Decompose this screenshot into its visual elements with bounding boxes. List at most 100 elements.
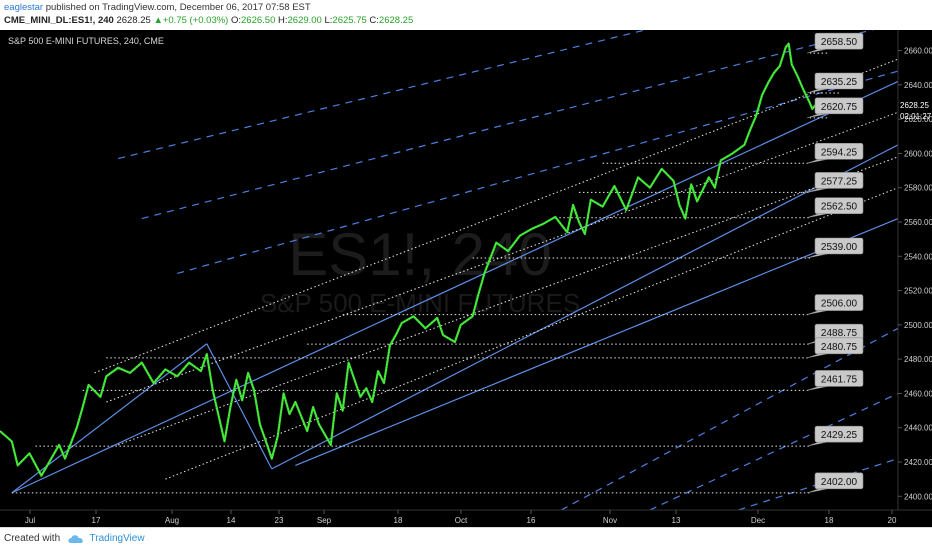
x-tick-label-4: 23 <box>275 516 284 525</box>
level-tag-2: 2620.75 <box>806 97 864 119</box>
close-label: C: <box>369 15 379 26</box>
y-tick-label-8: 2560.00 <box>904 218 932 227</box>
price-series <box>0 42 817 477</box>
level-tag-box-3 <box>814 142 864 160</box>
level-tag-label-1: 2635.25 <box>821 77 858 88</box>
level-tag-box-5 <box>814 197 864 215</box>
level-tag-label-0: 2658.50 <box>821 37 858 48</box>
symbol-watermark: ES1!, 240 S&P 500 E-MINI FUTURES <box>260 221 580 318</box>
current-price-label: 2628.25 <box>900 101 929 110</box>
y-tick-label-11: 2620.00 <box>904 115 932 124</box>
level-tags: 2658.50 2635.25 2620.75 2594.25 2577.25 2562.… <box>806 32 864 494</box>
level-tag-11: 2429.25 <box>806 425 864 447</box>
watermark-symbol: ES1!, 240 <box>288 221 552 288</box>
chart-title: S&P 500 E-MINI FUTURES, 240, CME <box>8 36 164 46</box>
high-value: 2629.00 <box>287 15 322 26</box>
level-tag-label-11: 2429.25 <box>821 430 858 441</box>
footer: Created with TradingView <box>0 527 932 551</box>
level-tag-box-7 <box>814 294 864 311</box>
price-chart[interactable]: ES1!, 240 S&P 500 E-MINI FUTURES S&P 500… <box>0 30 932 527</box>
tradingview-cloud-icon <box>68 535 83 543</box>
channel-line-9 <box>649 392 899 511</box>
x-tick-label-8: 16 <box>527 516 536 525</box>
level-tag-1: 2635.25 <box>806 72 864 94</box>
y-tick-label-5: 2500.00 <box>904 321 932 330</box>
y-tick-label-3: 2460.00 <box>904 389 932 398</box>
publish-info: published on TradingView.com, December 0… <box>45 2 311 13</box>
tradingview-brand[interactable]: TradingView <box>89 533 145 545</box>
x-tick-label-5: Sep <box>317 516 332 525</box>
level-tag-12: 2402.00 <box>806 472 864 494</box>
level-tag-6: 2539.00 <box>806 237 864 259</box>
level-tag-4: 2577.25 <box>806 172 864 193</box>
x-tick-label-12: 18 <box>825 516 834 525</box>
level-tag-box-12 <box>814 472 864 490</box>
channel-line-8 <box>560 327 899 511</box>
y-tick-label-6: 2520.00 <box>904 287 932 296</box>
level-tag-box-10 <box>814 370 864 387</box>
level-tag-label-5: 2562.50 <box>821 202 858 213</box>
high-label: H: <box>278 15 288 26</box>
level-tag-box-4 <box>814 172 864 189</box>
y-axis[interactable]: 2400.00 2420.00 2440.00 2460.00 2480.00 2500.… <box>897 30 932 510</box>
level-tag-10: 2461.75 <box>806 370 864 391</box>
channel-line-4 <box>206 343 273 470</box>
channel-line-12 <box>106 111 899 403</box>
x-tick-label-10: 13 <box>672 516 681 525</box>
level-tag-box-9 <box>814 337 864 355</box>
level-tag-box-0 <box>814 32 864 50</box>
x-tick-label-2: Aug <box>165 516 179 525</box>
publish-line: eaglestar published on TradingView.com, … <box>4 2 311 13</box>
publish-header: eaglestar published on TradingView.com, … <box>0 0 932 30</box>
level-tag-7: 2506.00 <box>806 294 864 315</box>
created-with-text: Created with <box>4 533 61 545</box>
y-tick-label-9: 2580.00 <box>904 184 932 193</box>
level-tag-label-4: 2577.25 <box>821 176 858 187</box>
level-tag-label-9: 2480.75 <box>821 342 858 353</box>
last-price: 2628.25 <box>116 15 151 26</box>
countdown-label: 02:01:27 <box>900 112 932 121</box>
price-candle-texture <box>0 43 816 477</box>
y-tick-label-4: 2480.00 <box>904 355 932 364</box>
y-tick-label-13: 2660.00 <box>904 47 932 56</box>
level-tag-box-2 <box>814 97 864 115</box>
x-tick-label-6: 18 <box>394 516 403 525</box>
author-link[interactable]: eaglestar <box>4 2 44 13</box>
channel-line-14 <box>165 187 899 480</box>
up-arrow-icon: ▲ <box>153 15 163 26</box>
level-tag-0: 2658.50 <box>806 32 864 54</box>
open-value: 2626.50 <box>241 15 276 26</box>
level-tag-label-2: 2620.75 <box>821 102 858 113</box>
y-tick-label-7: 2540.00 <box>904 252 932 261</box>
open-label: O: <box>230 15 242 26</box>
symbol-line: CME_MINI_DL:ES1!, 240 2628.25 ▲+0.75 (+0… <box>4 15 413 26</box>
channel-line-0 <box>11 80 899 494</box>
x-axis[interactable]: Jul 17 Aug 14 23 Sep 18 Oct 16 Nov 13 Dec 18 20 <box>0 509 932 525</box>
chart-background <box>0 30 932 527</box>
level-tag-label-12: 2402.00 <box>821 477 858 488</box>
low-value: 2625.75 <box>332 15 367 26</box>
level-tag-label-8: 2488.75 <box>821 328 858 339</box>
x-tick-label-11: Dec <box>751 516 765 525</box>
channel-line-3 <box>11 343 208 494</box>
level-lines <box>11 52 839 494</box>
level-tag-box-6 <box>814 237 864 255</box>
y-tick-label-1: 2420.00 <box>904 458 932 467</box>
channel-line-2 <box>295 218 899 466</box>
x-tick-label-9: Nov <box>603 516 617 525</box>
created-with: Created with TradingView <box>4 533 145 544</box>
y-tick-label-2: 2440.00 <box>904 424 932 433</box>
y-tick-label-10: 2600.00 <box>904 149 932 158</box>
x-tick-label-13: 20 <box>888 516 897 525</box>
close-value: 2628.25 <box>378 15 414 26</box>
level-tag-5: 2562.50 <box>806 197 864 219</box>
level-tag-box-11 <box>814 425 864 443</box>
low-label: L: <box>324 15 333 26</box>
channel-lines <box>11 30 899 511</box>
y-tick-label-0: 2400.00 <box>904 492 932 501</box>
level-tag-label-7: 2506.00 <box>821 299 858 310</box>
x-tick-label-0: Jul <box>25 516 35 525</box>
level-tag-label-6: 2539.00 <box>821 242 858 253</box>
x-tick-label-7: Oct <box>455 516 468 525</box>
channel-line-1 <box>271 144 899 470</box>
